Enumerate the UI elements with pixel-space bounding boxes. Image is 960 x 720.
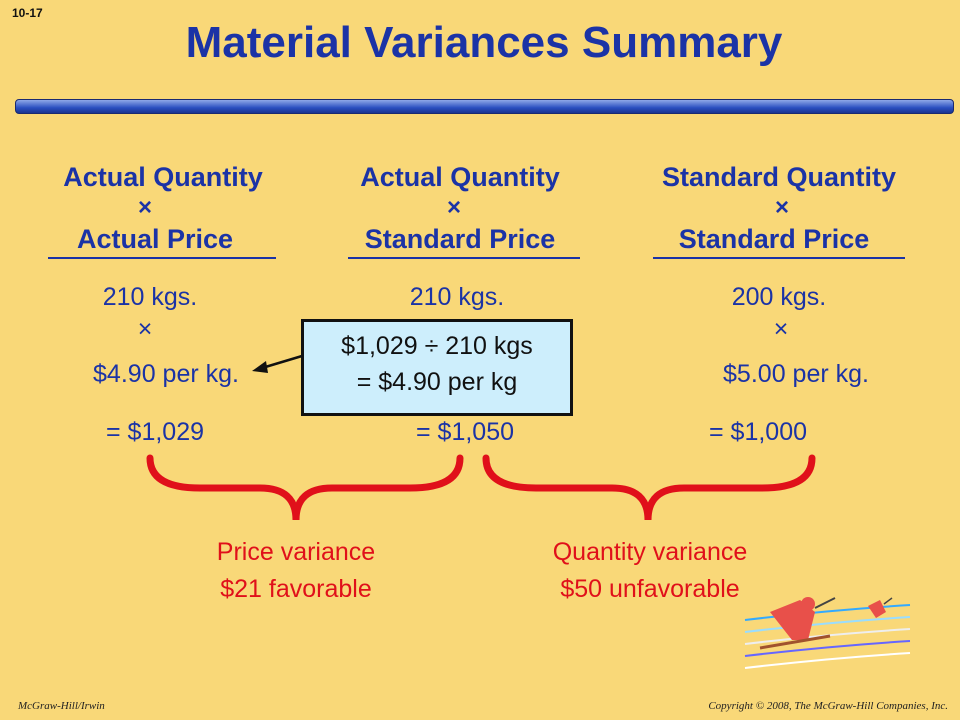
times-sign: ×: [774, 194, 790, 221]
skier-clipart: [744, 597, 911, 669]
title: Material Variances Summary: [185, 18, 783, 67]
quantity: 210 kgs.: [102, 283, 198, 311]
column-header: Standard Quantity: [661, 162, 897, 192]
footer-left: McGraw-Hill/Irwin: [18, 700, 105, 712]
column-header: Standard Price: [678, 224, 870, 254]
brace: [146, 454, 464, 521]
arrow: [252, 354, 303, 373]
times-sign: ×: [137, 315, 153, 343]
total: = $1,050: [415, 418, 515, 446]
times-sign: ×: [446, 194, 462, 221]
total: = $1,000: [708, 418, 808, 446]
arrow-head: [252, 361, 268, 373]
callout-line: = $4.90 per kg: [356, 368, 518, 396]
price: $5.00 per kg.: [723, 360, 869, 388]
callout: $1,029 ÷ 210 kgs = $4.90 per kg: [301, 319, 573, 416]
slide-number: 10-17: [12, 6, 43, 20]
column-header: Actual Price: [76, 224, 234, 254]
arrow-line: [261, 354, 303, 370]
column-header: Actual Quantity: [63, 162, 263, 192]
footer-right: Copyright © 2008, The McGraw-Hill Compan…: [708, 700, 948, 712]
price: $4.90 per kg.: [93, 360, 239, 388]
times-sign: ×: [773, 315, 789, 343]
title-bar: [15, 99, 954, 114]
total: = $1,029: [105, 418, 205, 446]
variance-name: Price variance: [216, 538, 376, 566]
quantity: 210 kgs.: [409, 283, 505, 311]
brace: [482, 454, 816, 521]
times-sign: ×: [137, 194, 153, 221]
callout-line: $1,029 ÷ 210 kgs: [341, 332, 533, 360]
column-header: Actual Quantity: [360, 162, 560, 192]
braces: [146, 454, 816, 521]
column-header: Standard Price: [364, 224, 556, 254]
quantity: 200 kgs.: [731, 283, 827, 311]
variance-name: Quantity variance: [552, 538, 748, 566]
variance-amount: $21 favorable: [220, 575, 372, 603]
variance-amount: $50 unfavorable: [560, 575, 740, 603]
